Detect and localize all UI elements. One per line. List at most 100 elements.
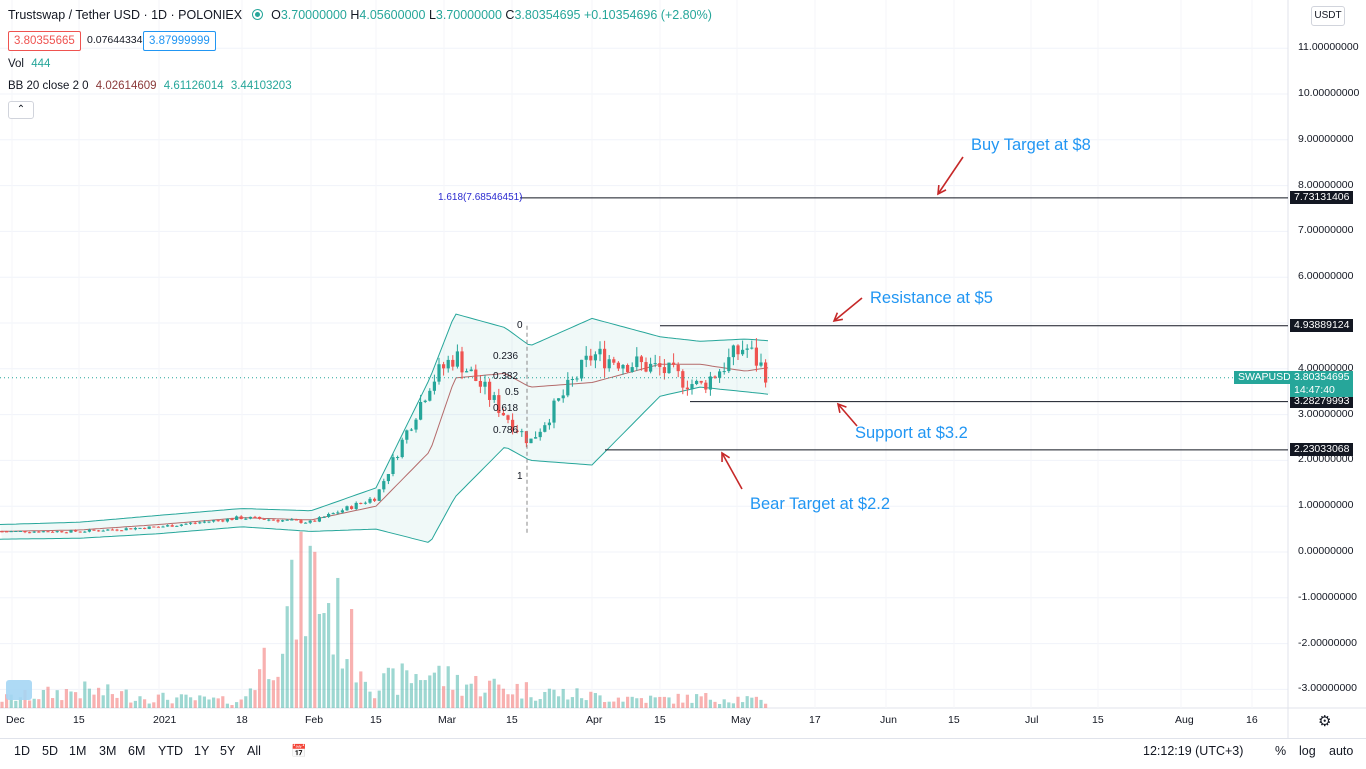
candle-body [538, 431, 542, 438]
volume-bar [202, 696, 206, 708]
candle-body [207, 521, 211, 523]
candle-body [685, 387, 689, 390]
volume-bar [336, 577, 340, 708]
volume-bar [423, 680, 427, 708]
volume-bar [442, 686, 446, 708]
gear-icon[interactable]: ⚙ [1318, 713, 1332, 730]
candle-body [294, 519, 298, 521]
bb-label[interactable]: BB 20 close 2 0 [8, 80, 89, 92]
volume-bar [235, 702, 239, 708]
price-tick-label: 2.00000000 [1298, 453, 1354, 466]
candle-body [662, 367, 666, 374]
price-tick-label: 3.00000000 [1298, 407, 1354, 420]
volume-bar [621, 701, 625, 708]
support-annotation[interactable]: Support at $3.2 [855, 424, 968, 442]
volume-bar [373, 698, 377, 708]
resistance-annotation[interactable]: Resistance at $5 [870, 289, 993, 307]
volume-bar [731, 703, 735, 708]
candle-body [589, 355, 593, 361]
candle-body [635, 356, 639, 368]
candle-body [106, 529, 110, 531]
candle-body [28, 532, 32, 534]
bear-target-annotation[interactable]: Bear Target at $2.2 [750, 495, 891, 513]
candle-body [451, 359, 455, 367]
volume-bar [672, 703, 676, 708]
candle-body [658, 363, 662, 368]
timeframe-button-1y[interactable]: 1Y [194, 744, 210, 758]
timeframe-button-ytd[interactable]: YTD [158, 744, 183, 758]
volume-bar [704, 693, 708, 708]
volume-legend: Vol 444 [8, 58, 50, 70]
buy-button[interactable]: 3.87999999 [143, 31, 216, 51]
timeframe-button-6m[interactable]: 6M [128, 744, 146, 758]
volume-bar [419, 680, 423, 708]
volume-bar [446, 666, 450, 708]
time-tick-label: Jun [880, 714, 897, 726]
symbol-title[interactable]: Trustswap / Tether USD · 1D · POLONIEX [8, 8, 243, 22]
candle-body [258, 516, 262, 519]
volume-bar [681, 702, 685, 708]
candle-body [423, 400, 427, 402]
volume-bar [41, 690, 45, 708]
volume-bar [414, 674, 418, 708]
timeframe-button-3m[interactable]: 3M [99, 744, 117, 758]
volume-bar [60, 700, 64, 708]
currency-button[interactable]: USDT [1311, 6, 1345, 26]
volume-bar [331, 654, 335, 708]
candle-body [336, 512, 340, 514]
volume-bar [561, 688, 565, 708]
candle-body [317, 517, 321, 522]
volume-bar [133, 700, 137, 708]
candle-body [722, 371, 726, 373]
candle-body [166, 525, 170, 527]
time-tick-label: Feb [305, 714, 324, 726]
candle-body [74, 530, 78, 532]
candle-body [253, 516, 257, 518]
support-arrow-head [836, 402, 847, 413]
buy-target-annotation[interactable]: Buy Target at $8 [971, 136, 1091, 154]
candle-body [147, 526, 151, 529]
price-tick-label: 1.00000000 [1298, 499, 1354, 512]
clock[interactable]: 12:12:19 (UTC+3) [1143, 744, 1244, 758]
volume-bar [101, 695, 105, 708]
candle-body [308, 520, 312, 523]
volume-bar [271, 680, 275, 708]
sell-button[interactable]: 3.80355665 [8, 31, 81, 51]
volume-bar [184, 694, 188, 708]
volume-bar [515, 683, 519, 708]
percent-toggle[interactable]: % [1275, 744, 1287, 758]
volume-bar [382, 673, 386, 708]
volume-bar [391, 668, 395, 708]
volume-bar [221, 696, 225, 708]
candle-body [695, 380, 699, 385]
volume-bar [189, 697, 193, 708]
candle-body [552, 400, 556, 423]
candle-body [170, 525, 174, 527]
volume-bar [350, 609, 354, 708]
timeframe-button-all[interactable]: All [247, 744, 261, 758]
volume-bar [584, 700, 588, 708]
legend-header: Trustswap / Tether USD · 1D · POLONIEX O3… [8, 8, 712, 22]
timeframe-button-5y[interactable]: 5Y [220, 744, 236, 758]
volume-bar [639, 698, 643, 708]
date-range-icon[interactable]: 📅 [291, 744, 307, 758]
timeframe-button-5d[interactable]: 5D [42, 744, 58, 758]
candle-body [446, 359, 450, 369]
timeframe-button-1d[interactable]: 1D [14, 744, 30, 758]
chevron-up-icon[interactable]: ⌃ [8, 101, 34, 119]
candle-body [69, 530, 73, 533]
fib-extension-label: 1.618(7.68546451) [438, 192, 523, 203]
volume-bar [225, 703, 229, 708]
volume-bar [547, 688, 551, 708]
log-toggle[interactable]: log [1299, 744, 1316, 758]
candle-body [580, 359, 584, 379]
candle-body [290, 519, 294, 521]
candle-body [51, 531, 55, 533]
volume-bar [649, 695, 653, 708]
volume-bar [267, 679, 271, 708]
tradingview-logo-icon[interactable] [6, 680, 32, 700]
volume-bar [78, 698, 82, 708]
auto-toggle[interactable]: auto [1329, 744, 1354, 758]
timeframe-button-1m[interactable]: 1M [69, 744, 87, 758]
